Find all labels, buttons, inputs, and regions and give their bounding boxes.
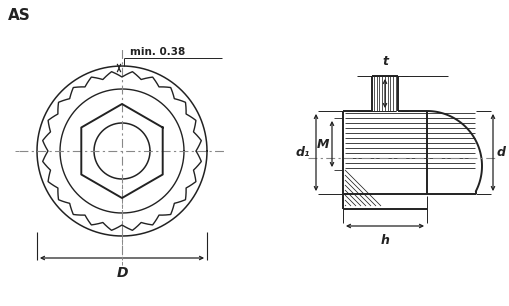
Text: M: M <box>316 137 328 151</box>
Text: d₁: d₁ <box>295 146 309 159</box>
Text: D: D <box>116 266 127 280</box>
Text: d: d <box>496 146 505 159</box>
Text: AS: AS <box>8 8 31 23</box>
Text: t: t <box>381 55 387 68</box>
Text: h: h <box>380 234 389 247</box>
Text: min. 0.38: min. 0.38 <box>130 47 185 57</box>
